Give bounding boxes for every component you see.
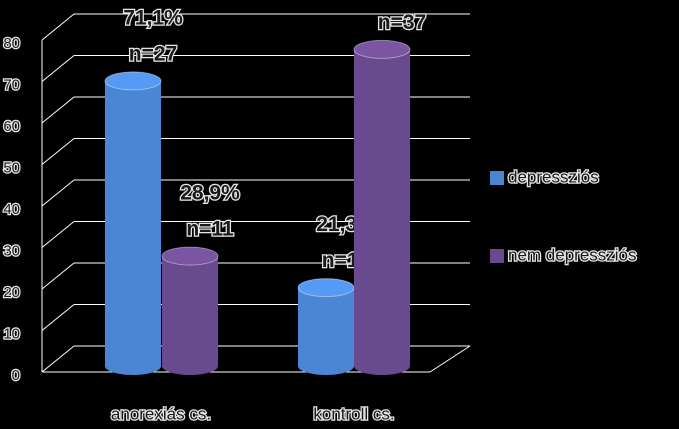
- value-label: 28,9%: [180, 182, 240, 205]
- grid-line: [41, 13, 75, 41]
- bar: [354, 49, 410, 376]
- bar-top: [353, 39, 411, 59]
- y-tick-label: 0: [12, 367, 20, 384]
- x-tick-label: anorexiás cs.: [111, 404, 211, 423]
- count-label: n=27: [129, 42, 177, 65]
- y-tick-label: 70: [3, 76, 20, 93]
- floor: [429, 345, 471, 373]
- legend-label: nem depressziós: [508, 245, 637, 264]
- y-tick-label: 80: [3, 35, 20, 52]
- legend-label: depressziós: [508, 167, 599, 186]
- grid-line: [41, 304, 75, 331]
- value-label: 71,1%: [123, 6, 183, 29]
- y-tick-label: 30: [3, 242, 20, 259]
- grid-line: [41, 345, 75, 373]
- bar: [298, 287, 354, 375]
- grid-line: [41, 55, 75, 82]
- bar-top: [104, 71, 162, 91]
- y-tick-label: 50: [3, 159, 20, 176]
- bar: [105, 80, 161, 375]
- x-tick-label: kontroll cs.: [313, 404, 394, 423]
- count-label: n=11: [186, 218, 234, 241]
- bar-top: [297, 278, 355, 298]
- legend-swatch: [490, 171, 504, 185]
- grid-line: [41, 221, 75, 248]
- bar-top: [161, 246, 219, 266]
- y-tick-label: 60: [3, 118, 20, 135]
- y-tick-label: 10: [3, 325, 20, 342]
- y-tick-label: 40: [3, 201, 20, 218]
- count-label: n=37: [378, 11, 426, 34]
- bar: [162, 256, 218, 375]
- grid-line: [41, 262, 75, 290]
- grid-line: [41, 96, 75, 124]
- grid-line: [41, 179, 75, 207]
- legend-swatch: [490, 249, 504, 263]
- grid-line: [41, 138, 75, 165]
- y-tick-label: 20: [3, 284, 20, 301]
